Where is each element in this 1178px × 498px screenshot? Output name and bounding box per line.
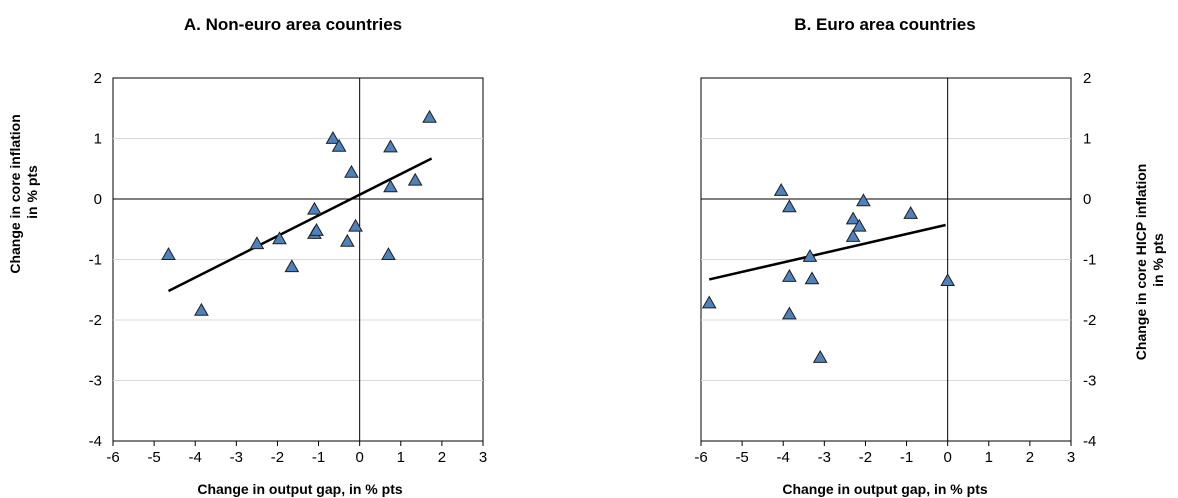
panel-b-y-tick-label: 2	[1083, 70, 1091, 87]
panel-b-y-tick-label: -2	[1083, 312, 1096, 329]
panel-a-non-euro: A. Non-euro area countries -6 -5 -4 -3 -2 -1 0…	[7, 15, 487, 497]
panel-a-data-point	[344, 164, 359, 178]
panel-a-x-tick-label: 3	[479, 449, 487, 466]
panel-a-data-point	[422, 109, 437, 123]
panel-a-data-point	[284, 259, 300, 273]
panel-b-data-point	[782, 199, 797, 213]
panel-a-data-point	[249, 236, 265, 250]
panel-a-data-point	[194, 302, 209, 316]
panel-a-y-axis-label-line1: Change in core inflation	[7, 114, 23, 273]
panel-b-trendline	[708, 223, 946, 281]
panel-b-x-tick-label: 0	[943, 449, 951, 466]
panel-b-x-tick-label: 1	[985, 449, 993, 466]
panel-b-x-tick-label: -1	[900, 449, 913, 466]
panel-b-x-axis-label: Change in output gap, in % pts	[782, 481, 988, 497]
panel-b-x-tick-label: -3	[818, 449, 831, 466]
panel-b-data-point	[856, 193, 871, 207]
panel-a-tick-labels: -6 -5 -4 -3 -2 -1 0 1 2 3 -4 -3 -2 -1 0 1 2	[89, 70, 488, 466]
panel-a-x-tick-label: -2	[271, 449, 284, 466]
panel-b-data-point	[802, 248, 818, 262]
panel-b-y-tick-label: -1	[1083, 252, 1096, 269]
panel-b-zero-axes	[701, 78, 1071, 441]
panel-a-x-tick-label: -5	[147, 449, 160, 466]
panel-b-title: B. Euro area countries	[794, 15, 975, 34]
panel-b-x-tick-label: -2	[859, 449, 872, 466]
panel-b-y-axis-label-line1: Change in core HICP inflation	[1133, 164, 1149, 361]
panel-a-x-tick-label: -1	[312, 449, 325, 466]
panel-b-data-point	[782, 306, 797, 320]
panel-a-data-point	[348, 218, 363, 232]
panel-b-gridlines	[701, 138, 1071, 381]
panel-a-y-axis-label: Change in core inflation in % pts	[7, 110, 40, 273]
panel-a-y-tick-label: -4	[89, 433, 102, 450]
panel-b-data-point	[804, 271, 820, 285]
panel-a-x-tick-label: 1	[397, 449, 405, 466]
panel-a-data-point	[381, 247, 396, 261]
panel-a-x-tick-label: 2	[438, 449, 446, 466]
panel-b-y-axis-label: Change in core HICP inflation in % pts	[1133, 160, 1166, 360]
panel-b-x-tick-label: -5	[735, 449, 748, 466]
panel-a-data-point	[272, 231, 287, 245]
panel-b-y-tick-label: -3	[1083, 373, 1096, 390]
panel-a-data-point	[383, 139, 398, 153]
panel-a-data-point	[407, 172, 423, 186]
panel-b-points	[701, 183, 956, 363]
panel-b-data-point	[940, 273, 956, 287]
panel-a-title: A. Non-euro area countries	[184, 15, 402, 34]
panel-b-tick-labels: -6 -5 -4 -3 -2 -1 0 1 2 3 -4 -3 -2 -1 0 1 2	[694, 70, 1096, 466]
panel-b-data-point	[782, 268, 797, 282]
panel-b-trend-line	[708, 223, 946, 281]
panel-a-points	[161, 109, 437, 316]
panel-a-data-point	[161, 247, 176, 261]
panel-a-data-point	[325, 130, 341, 144]
panel-b-data-point	[812, 350, 828, 363]
panel-a-zero-axes	[113, 78, 483, 441]
panel-a-x-tick-label: 0	[355, 449, 363, 466]
panel-a-x-tick-label: -3	[230, 449, 243, 466]
panel-a-data-point	[383, 179, 398, 193]
panel-a-data-point	[309, 222, 324, 236]
panel-a-y-tick-label: 0	[94, 191, 102, 208]
panel-b-x-tick-label: 2	[1026, 449, 1034, 466]
panel-b-y-axis-label-line2: in % pts	[1150, 233, 1166, 287]
panel-b-data-point	[845, 211, 861, 225]
panel-a-trendline	[167, 157, 433, 293]
panel-a-y-tick-label: 1	[94, 131, 102, 148]
panel-a-y-tick-label: -1	[89, 252, 102, 269]
panel-b-data-point	[845, 229, 861, 242]
panel-a-trend-line	[167, 157, 433, 293]
panel-a-data-point	[331, 138, 347, 152]
panel-b-data-point	[701, 295, 717, 309]
panel-b-x-tick-label: -4	[777, 449, 790, 466]
panel-b-y-tick-label: 1	[1083, 131, 1091, 148]
panel-b-x-tick-label: -6	[694, 449, 707, 466]
panel-a-data-point	[339, 233, 355, 247]
panel-b-y-tick-label: 0	[1083, 191, 1091, 208]
panel-b-y-tick-label: -4	[1083, 433, 1096, 450]
panel-a-y-tick-label: -2	[89, 312, 102, 329]
panel-a-x-tick-label: -4	[189, 449, 202, 466]
panel-b-euro: B. Euro area countries -6 -5 -4 -3 -2 -1 0 1 2 3-…	[694, 15, 1166, 497]
panel-b-data-point	[851, 218, 867, 232]
panel-a-data-point	[307, 201, 322, 215]
panel-b-data-point	[903, 206, 919, 219]
panel-a-x-axis-label: Change in output gap, in % pts	[197, 481, 403, 497]
panel-b-data-point	[773, 183, 789, 196]
panel-a-y-tick-label: 2	[94, 70, 102, 87]
panel-a-y-axis-label-line2: in % pts	[24, 165, 40, 219]
panel-a-y-tick-label: -3	[89, 373, 102, 390]
panel-a-x-tick-label: -6	[106, 449, 119, 466]
panel-b-x-tick-label: 3	[1067, 449, 1075, 466]
